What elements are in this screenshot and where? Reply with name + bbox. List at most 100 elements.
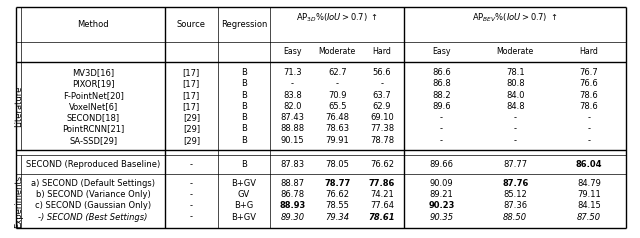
Text: Regression: Regression xyxy=(221,20,267,29)
Text: VoxelNet[6]: VoxelNet[6] xyxy=(68,102,118,111)
Text: -: - xyxy=(514,124,516,134)
Text: Hard: Hard xyxy=(580,47,598,56)
Text: AP$_{3D}$%$(IoU > 0.7)$ $\uparrow$: AP$_{3D}$%$(IoU > 0.7)$ $\uparrow$ xyxy=(296,11,378,24)
Text: 62.9: 62.9 xyxy=(373,102,391,111)
Text: 63.7: 63.7 xyxy=(372,91,392,100)
Text: 78.55: 78.55 xyxy=(325,201,349,210)
Text: -: - xyxy=(291,79,294,88)
Text: Easy: Easy xyxy=(432,47,451,56)
Text: 89.6: 89.6 xyxy=(432,102,451,111)
Text: Source: Source xyxy=(177,20,206,29)
Text: 86.8: 86.8 xyxy=(432,79,451,88)
Text: 90.35: 90.35 xyxy=(429,213,454,222)
Text: Moderate: Moderate xyxy=(319,47,356,56)
Text: -: - xyxy=(440,113,443,122)
Text: 79.91: 79.91 xyxy=(325,136,349,145)
Text: Experiments: Experiments xyxy=(14,175,23,228)
Text: c) SECOND (Gaussian Only): c) SECOND (Gaussian Only) xyxy=(35,201,151,210)
Text: 84.79: 84.79 xyxy=(577,179,601,188)
Text: B: B xyxy=(241,102,247,111)
Text: -: - xyxy=(190,201,193,210)
Text: 77.64: 77.64 xyxy=(370,201,394,210)
Text: -: - xyxy=(440,136,443,145)
Text: 87.76: 87.76 xyxy=(502,179,529,188)
Text: 87.83: 87.83 xyxy=(280,160,305,169)
Text: b) SECOND (Variance Only): b) SECOND (Variance Only) xyxy=(36,190,150,199)
Text: 65.5: 65.5 xyxy=(328,102,346,111)
Text: 76.7: 76.7 xyxy=(580,68,598,77)
Text: [29]: [29] xyxy=(183,113,200,122)
Text: 87.77: 87.77 xyxy=(503,160,527,169)
Text: a) SECOND (Default Settings): a) SECOND (Default Settings) xyxy=(31,179,155,188)
Text: 85.12: 85.12 xyxy=(503,190,527,199)
Text: 71.3: 71.3 xyxy=(283,68,302,77)
Text: B: B xyxy=(241,124,247,134)
Text: B+G: B+G xyxy=(234,201,253,210)
Text: -: - xyxy=(588,124,591,134)
Text: 78.1: 78.1 xyxy=(506,68,525,77)
Text: 88.50: 88.50 xyxy=(503,213,527,222)
Text: -: - xyxy=(514,136,516,145)
Text: MV3D[16]: MV3D[16] xyxy=(72,68,114,77)
Text: Literature: Literature xyxy=(14,85,23,127)
Text: B: B xyxy=(241,91,247,100)
Text: Method: Method xyxy=(77,20,109,29)
Text: -: - xyxy=(336,79,339,88)
Text: 78.6: 78.6 xyxy=(580,91,598,100)
Text: 79.11: 79.11 xyxy=(577,190,601,199)
Text: 80.8: 80.8 xyxy=(506,79,525,88)
Text: 84.15: 84.15 xyxy=(577,201,601,210)
Text: -: - xyxy=(190,213,193,222)
Text: 88.88: 88.88 xyxy=(280,124,305,134)
Text: -: - xyxy=(190,190,193,199)
Text: GV: GV xyxy=(237,190,250,199)
Text: 87.43: 87.43 xyxy=(280,113,305,122)
Text: 78.05: 78.05 xyxy=(325,160,349,169)
Text: 82.0: 82.0 xyxy=(284,102,301,111)
Text: SA-SSD[29]: SA-SSD[29] xyxy=(69,136,117,145)
Text: [17]: [17] xyxy=(183,91,200,100)
Text: 79.34: 79.34 xyxy=(325,213,349,222)
Text: F-PointNet[20]: F-PointNet[20] xyxy=(63,91,124,100)
Text: 90.23: 90.23 xyxy=(428,201,454,210)
Text: -: - xyxy=(588,136,591,145)
Text: AP$_{BEV}$%$(IoU > 0.7)$ $\uparrow$: AP$_{BEV}$%$(IoU > 0.7)$ $\uparrow$ xyxy=(472,11,558,24)
Text: B: B xyxy=(241,160,247,169)
Text: 84.0: 84.0 xyxy=(506,91,524,100)
Text: 84.8: 84.8 xyxy=(506,102,525,111)
Text: 56.6: 56.6 xyxy=(372,68,392,77)
Text: Hard: Hard xyxy=(372,47,392,56)
Text: B+GV: B+GV xyxy=(231,179,257,188)
Text: 76.62: 76.62 xyxy=(325,190,349,199)
Text: 76.62: 76.62 xyxy=(370,160,394,169)
Text: -: - xyxy=(514,113,516,122)
Text: 89.66: 89.66 xyxy=(429,160,453,169)
Text: 77.86: 77.86 xyxy=(369,179,396,188)
Text: -: - xyxy=(381,79,383,88)
Text: 89.30: 89.30 xyxy=(280,213,305,222)
Text: 88.93: 88.93 xyxy=(279,201,306,210)
Text: PIXOR[19]: PIXOR[19] xyxy=(72,79,115,88)
Text: 78.63: 78.63 xyxy=(325,124,349,134)
Text: [17]: [17] xyxy=(183,102,200,111)
Text: -) SECOND (Best Settings): -) SECOND (Best Settings) xyxy=(38,213,148,222)
Text: 90.09: 90.09 xyxy=(429,179,453,188)
Text: 76.48: 76.48 xyxy=(325,113,349,122)
Text: Easy: Easy xyxy=(284,47,301,56)
Text: Moderate: Moderate xyxy=(497,47,534,56)
Text: SECOND (Reproduced Baseline): SECOND (Reproduced Baseline) xyxy=(26,160,160,169)
Text: 88.87: 88.87 xyxy=(280,179,305,188)
Text: 74.21: 74.21 xyxy=(370,190,394,199)
Text: 76.6: 76.6 xyxy=(580,79,598,88)
Text: 78.61: 78.61 xyxy=(369,213,396,222)
Text: 83.8: 83.8 xyxy=(283,91,302,100)
Text: 86.6: 86.6 xyxy=(432,68,451,77)
Text: [29]: [29] xyxy=(183,124,200,134)
Text: PointRCNN[21]: PointRCNN[21] xyxy=(62,124,124,134)
Text: [29]: [29] xyxy=(183,136,200,145)
Text: 88.2: 88.2 xyxy=(432,91,451,100)
Text: -: - xyxy=(440,124,443,134)
Text: 78.77: 78.77 xyxy=(324,179,351,188)
Text: B: B xyxy=(241,68,247,77)
Text: 90.15: 90.15 xyxy=(281,136,304,145)
